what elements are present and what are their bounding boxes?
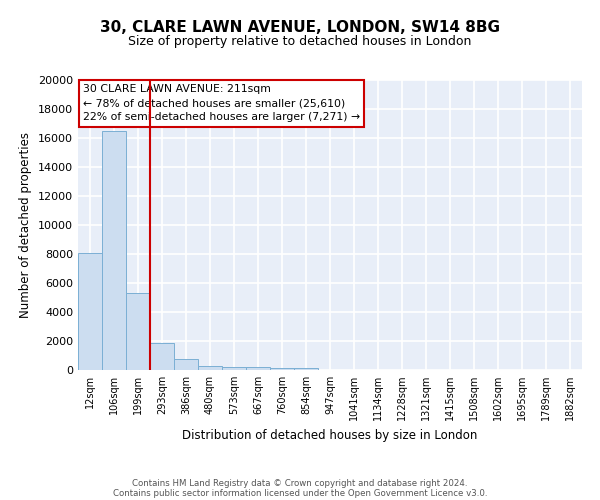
Bar <box>102 130 126 370</box>
Y-axis label: Number of detached properties: Number of detached properties <box>19 132 32 318</box>
Text: 30, CLARE LAWN AVENUE, LONDON, SW14 8BG: 30, CLARE LAWN AVENUE, LONDON, SW14 8BG <box>100 20 500 35</box>
Bar <box>174 359 198 370</box>
Bar <box>150 343 174 370</box>
Text: Size of property relative to detached houses in London: Size of property relative to detached ho… <box>128 35 472 48</box>
Text: Contains public sector information licensed under the Open Government Licence v3: Contains public sector information licen… <box>113 488 487 498</box>
Bar <box>198 366 222 370</box>
Bar <box>78 252 102 370</box>
Bar <box>270 368 294 370</box>
Text: Contains HM Land Registry data © Crown copyright and database right 2024.: Contains HM Land Registry data © Crown c… <box>132 478 468 488</box>
Bar <box>126 293 150 370</box>
Text: 30 CLARE LAWN AVENUE: 211sqm
← 78% of detached houses are smaller (25,610)
22% o: 30 CLARE LAWN AVENUE: 211sqm ← 78% of de… <box>83 84 360 122</box>
Bar <box>246 368 270 370</box>
Bar <box>222 366 246 370</box>
Bar <box>294 368 318 370</box>
X-axis label: Distribution of detached houses by size in London: Distribution of detached houses by size … <box>182 428 478 442</box>
